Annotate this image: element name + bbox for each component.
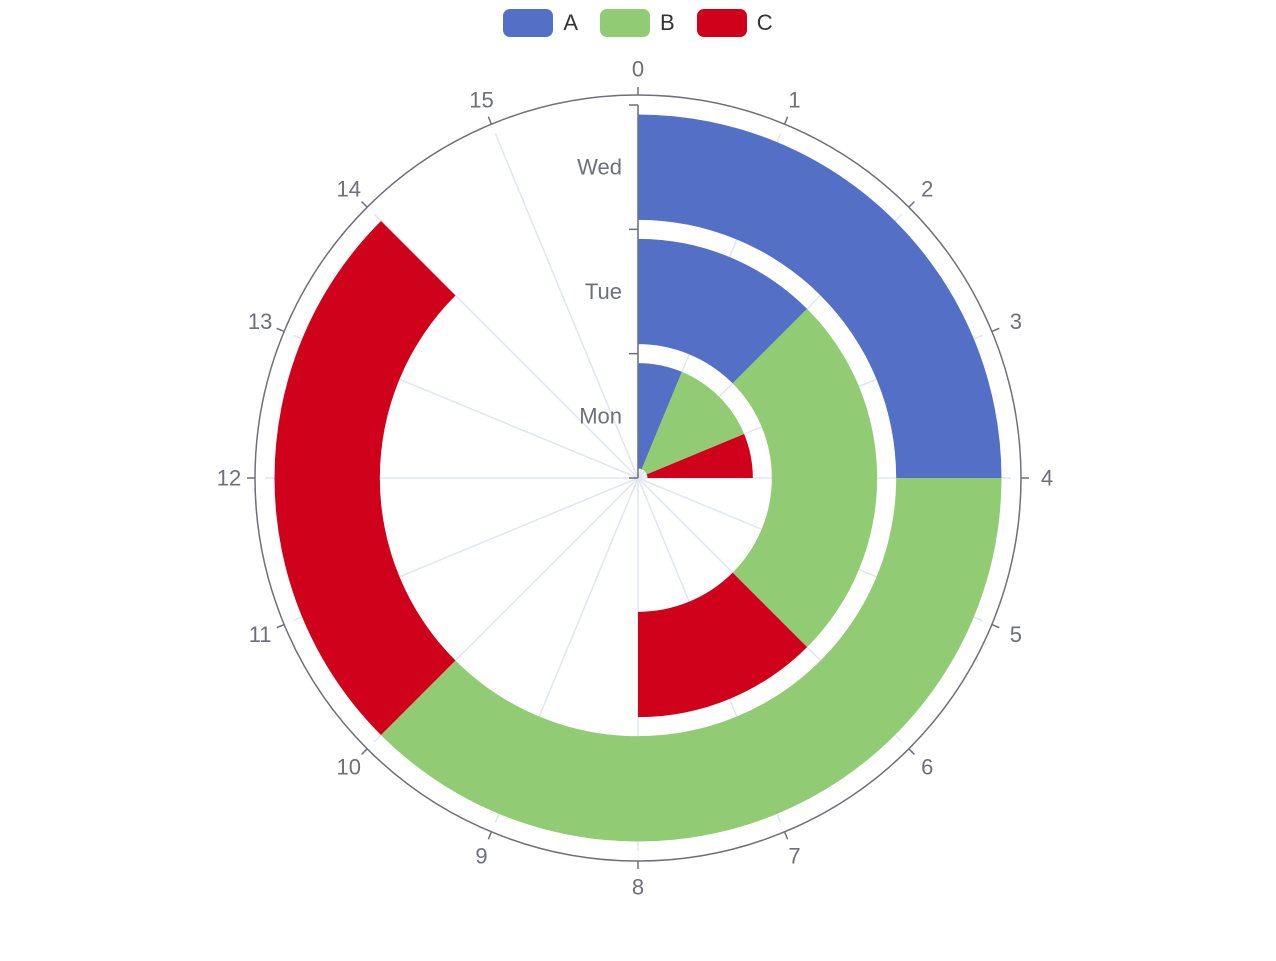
legend-swatch-a: [503, 9, 554, 37]
angle-tick-label-11: 11: [249, 622, 272, 647]
legend-swatch-c: [696, 9, 747, 37]
angle-tick-label-12: 12: [217, 466, 241, 491]
legend-item-b[interactable]: B: [600, 9, 675, 37]
angle-tick-11: [276, 623, 285, 629]
angle-tick-label-10: 10: [337, 755, 361, 780]
angle-tick-3: [991, 327, 1000, 333]
angle-tick-6: [908, 748, 916, 756]
bar-b-tue: [732, 308, 878, 648]
angle-tick-15: [487, 116, 493, 125]
angle-tick-label-7: 7: [788, 843, 800, 868]
legend-label-a: A: [563, 10, 579, 35]
angle-tick-label-1: 1: [788, 88, 800, 113]
bar-b-mon: [641, 371, 745, 475]
legend-label-c: C: [756, 10, 773, 35]
legend-item-c[interactable]: C: [696, 9, 773, 37]
chart-legend: A B C: [0, 9, 1276, 37]
angle-tick-label-3: 3: [1010, 309, 1022, 334]
bar-b-wed: [380, 478, 1002, 842]
bar-a-tue: [638, 238, 808, 384]
angle-tick-label-13: 13: [248, 309, 272, 334]
bar-c-mon: [646, 434, 753, 478]
angle-tick-13: [276, 327, 285, 333]
angle-tick-7: [783, 831, 789, 840]
angle-tick-1: [783, 116, 789, 125]
angle-tick-label-14: 14: [337, 176, 361, 201]
angle-tick-14: [360, 200, 368, 208]
legend-swatch-b: [600, 9, 651, 37]
angle-tick-label-0: 0: [632, 57, 644, 82]
angle-tick-label-5: 5: [1010, 622, 1022, 647]
angle-tick-label-6: 6: [921, 755, 933, 780]
radius-label-mon: Mon: [579, 403, 622, 428]
legend-item-a[interactable]: A: [503, 9, 578, 37]
angle-tick-9: [487, 831, 493, 840]
radius-label-tue: Tue: [585, 279, 622, 304]
angle-tick-5: [991, 623, 1000, 629]
radius-label-wed: Wed: [577, 155, 622, 180]
angle-tick-label-4: 4: [1041, 466, 1053, 491]
angle-tick-label-2: 2: [921, 176, 933, 201]
angle-tick-label-8: 8: [632, 875, 644, 900]
bar-c-wed: [274, 220, 456, 736]
angle-tick-2: [908, 200, 916, 208]
angle-tick-label-15: 15: [469, 88, 493, 113]
legend-label-b: B: [660, 10, 675, 35]
bar-a-wed: [638, 114, 1002, 478]
bar-c-tue: [638, 572, 808, 718]
angle-tick-10: [360, 748, 368, 756]
split-line-15: [494, 133, 639, 479]
bar-a-mon: [638, 363, 682, 470]
angle-tick-label-9: 9: [475, 843, 487, 868]
split-line-14: [373, 213, 639, 479]
